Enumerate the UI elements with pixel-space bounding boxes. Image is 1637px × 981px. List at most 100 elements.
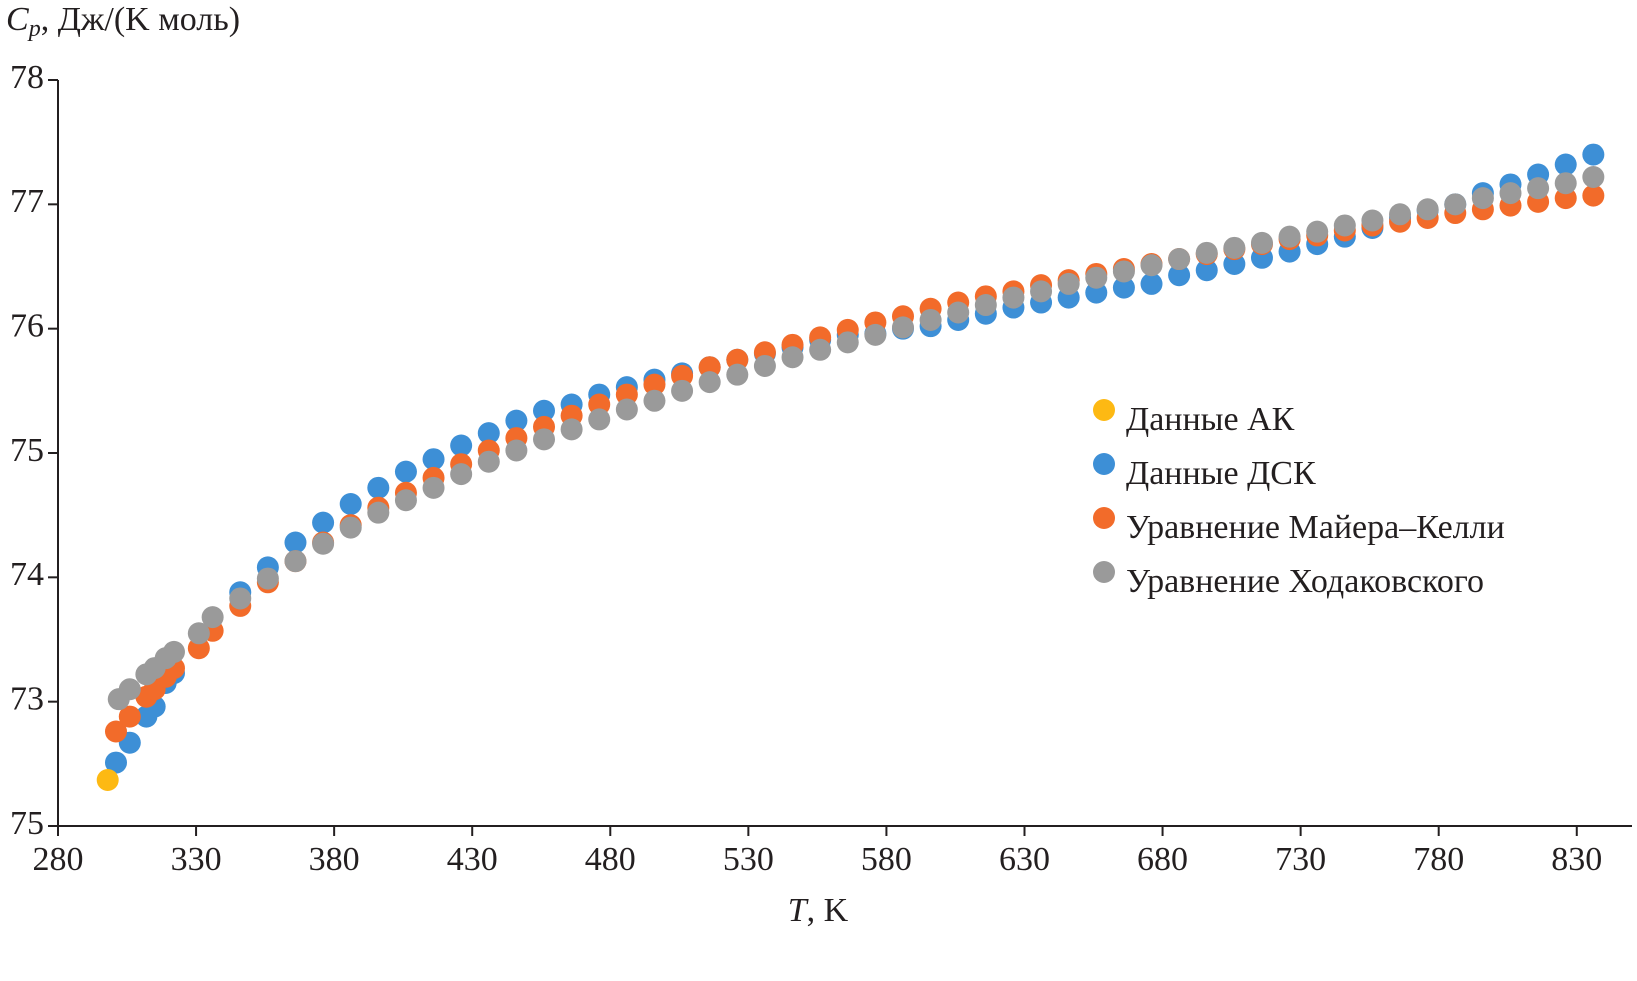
point [643, 389, 666, 412]
point [533, 399, 556, 422]
point [1361, 209, 1384, 232]
point [229, 587, 252, 610]
point [118, 678, 141, 701]
point [1112, 260, 1135, 283]
x-tick-label: 530 [723, 841, 774, 878]
point [1527, 177, 1550, 200]
x-tick-label: 730 [1275, 841, 1326, 878]
point [974, 294, 997, 317]
legend-label: Данные ДСК [1126, 455, 1316, 492]
point [284, 550, 307, 573]
point [836, 331, 859, 354]
point [891, 316, 914, 339]
point [781, 346, 804, 369]
x-axis-label: T, K [788, 892, 849, 929]
point [560, 418, 583, 441]
point [505, 439, 528, 462]
x-tick-label: 330 [171, 841, 222, 878]
point [422, 448, 445, 471]
point [1002, 286, 1025, 309]
point [312, 511, 335, 534]
point [1416, 198, 1439, 221]
point [1168, 264, 1191, 287]
x-tick-label: 430 [447, 841, 498, 878]
y-label-sub: p [27, 16, 41, 42]
point [104, 751, 127, 774]
point [477, 450, 500, 473]
point [1195, 259, 1218, 282]
x-tick-label: 830 [1551, 841, 1602, 878]
x-tick-label: 680 [1137, 841, 1188, 878]
point [162, 640, 185, 663]
point [312, 532, 335, 555]
point [533, 428, 556, 451]
point [1278, 225, 1301, 248]
point [505, 409, 528, 432]
x-tick-label: 480 [585, 841, 636, 878]
point [1389, 203, 1412, 226]
legend-marker [1093, 399, 1115, 421]
point [394, 460, 417, 483]
point [256, 567, 279, 590]
point [1471, 187, 1494, 210]
point [1554, 153, 1577, 176]
point [809, 338, 832, 361]
legend-marker [1093, 561, 1115, 583]
point [1250, 231, 1273, 254]
legend-marker [1093, 453, 1115, 475]
point [588, 408, 611, 431]
x-label-symbol: T [788, 892, 809, 929]
point [104, 720, 127, 743]
point [187, 622, 210, 645]
point [1057, 272, 1080, 295]
y-tick-label: 77 [10, 183, 44, 220]
x-tick-label: 380 [309, 841, 360, 878]
point [450, 463, 473, 486]
point [698, 371, 721, 394]
point [1333, 214, 1356, 237]
legend-label: Уравнение Ходаковского [1126, 563, 1484, 600]
point [1499, 182, 1522, 205]
point [1306, 220, 1329, 243]
point [919, 308, 942, 331]
point [615, 398, 638, 421]
point [1030, 280, 1053, 303]
point [643, 373, 666, 396]
point [1085, 266, 1108, 289]
y-tick-label: 76 [10, 307, 44, 344]
point [422, 476, 445, 499]
point [201, 606, 224, 629]
y-tick-label: 73 [10, 680, 44, 717]
point [339, 492, 362, 515]
point [1168, 248, 1191, 271]
y-label-unit: , Дж/(K моль) [41, 1, 240, 38]
point [118, 705, 141, 728]
legend-label: Уравнение Майера–Келли [1126, 509, 1505, 546]
y-tick-label: 75 [10, 805, 44, 842]
x-tick-label: 280 [33, 841, 84, 878]
point [864, 323, 887, 346]
point [1554, 172, 1577, 195]
x-tick-label: 780 [1413, 841, 1464, 878]
x-label-unit: , K [807, 892, 849, 929]
point [450, 434, 473, 457]
y-tick-label: 78 [10, 59, 44, 96]
point [753, 354, 776, 377]
point [284, 531, 307, 554]
point [1582, 165, 1605, 188]
point [1140, 254, 1163, 277]
y-axis-label: Cp, Дж/(K моль) [6, 1, 240, 42]
point [1582, 143, 1605, 166]
point [96, 768, 119, 791]
x-tick-label: 630 [999, 841, 1050, 878]
point [671, 379, 694, 402]
point [477, 422, 500, 445]
legend-marker [1093, 507, 1115, 529]
point [947, 301, 970, 324]
point [1223, 236, 1246, 259]
y-label-symbol: C [6, 1, 29, 38]
legend-label: Данные АК [1126, 401, 1295, 438]
point [1112, 276, 1135, 299]
point [1444, 193, 1467, 216]
point [1140, 272, 1163, 295]
